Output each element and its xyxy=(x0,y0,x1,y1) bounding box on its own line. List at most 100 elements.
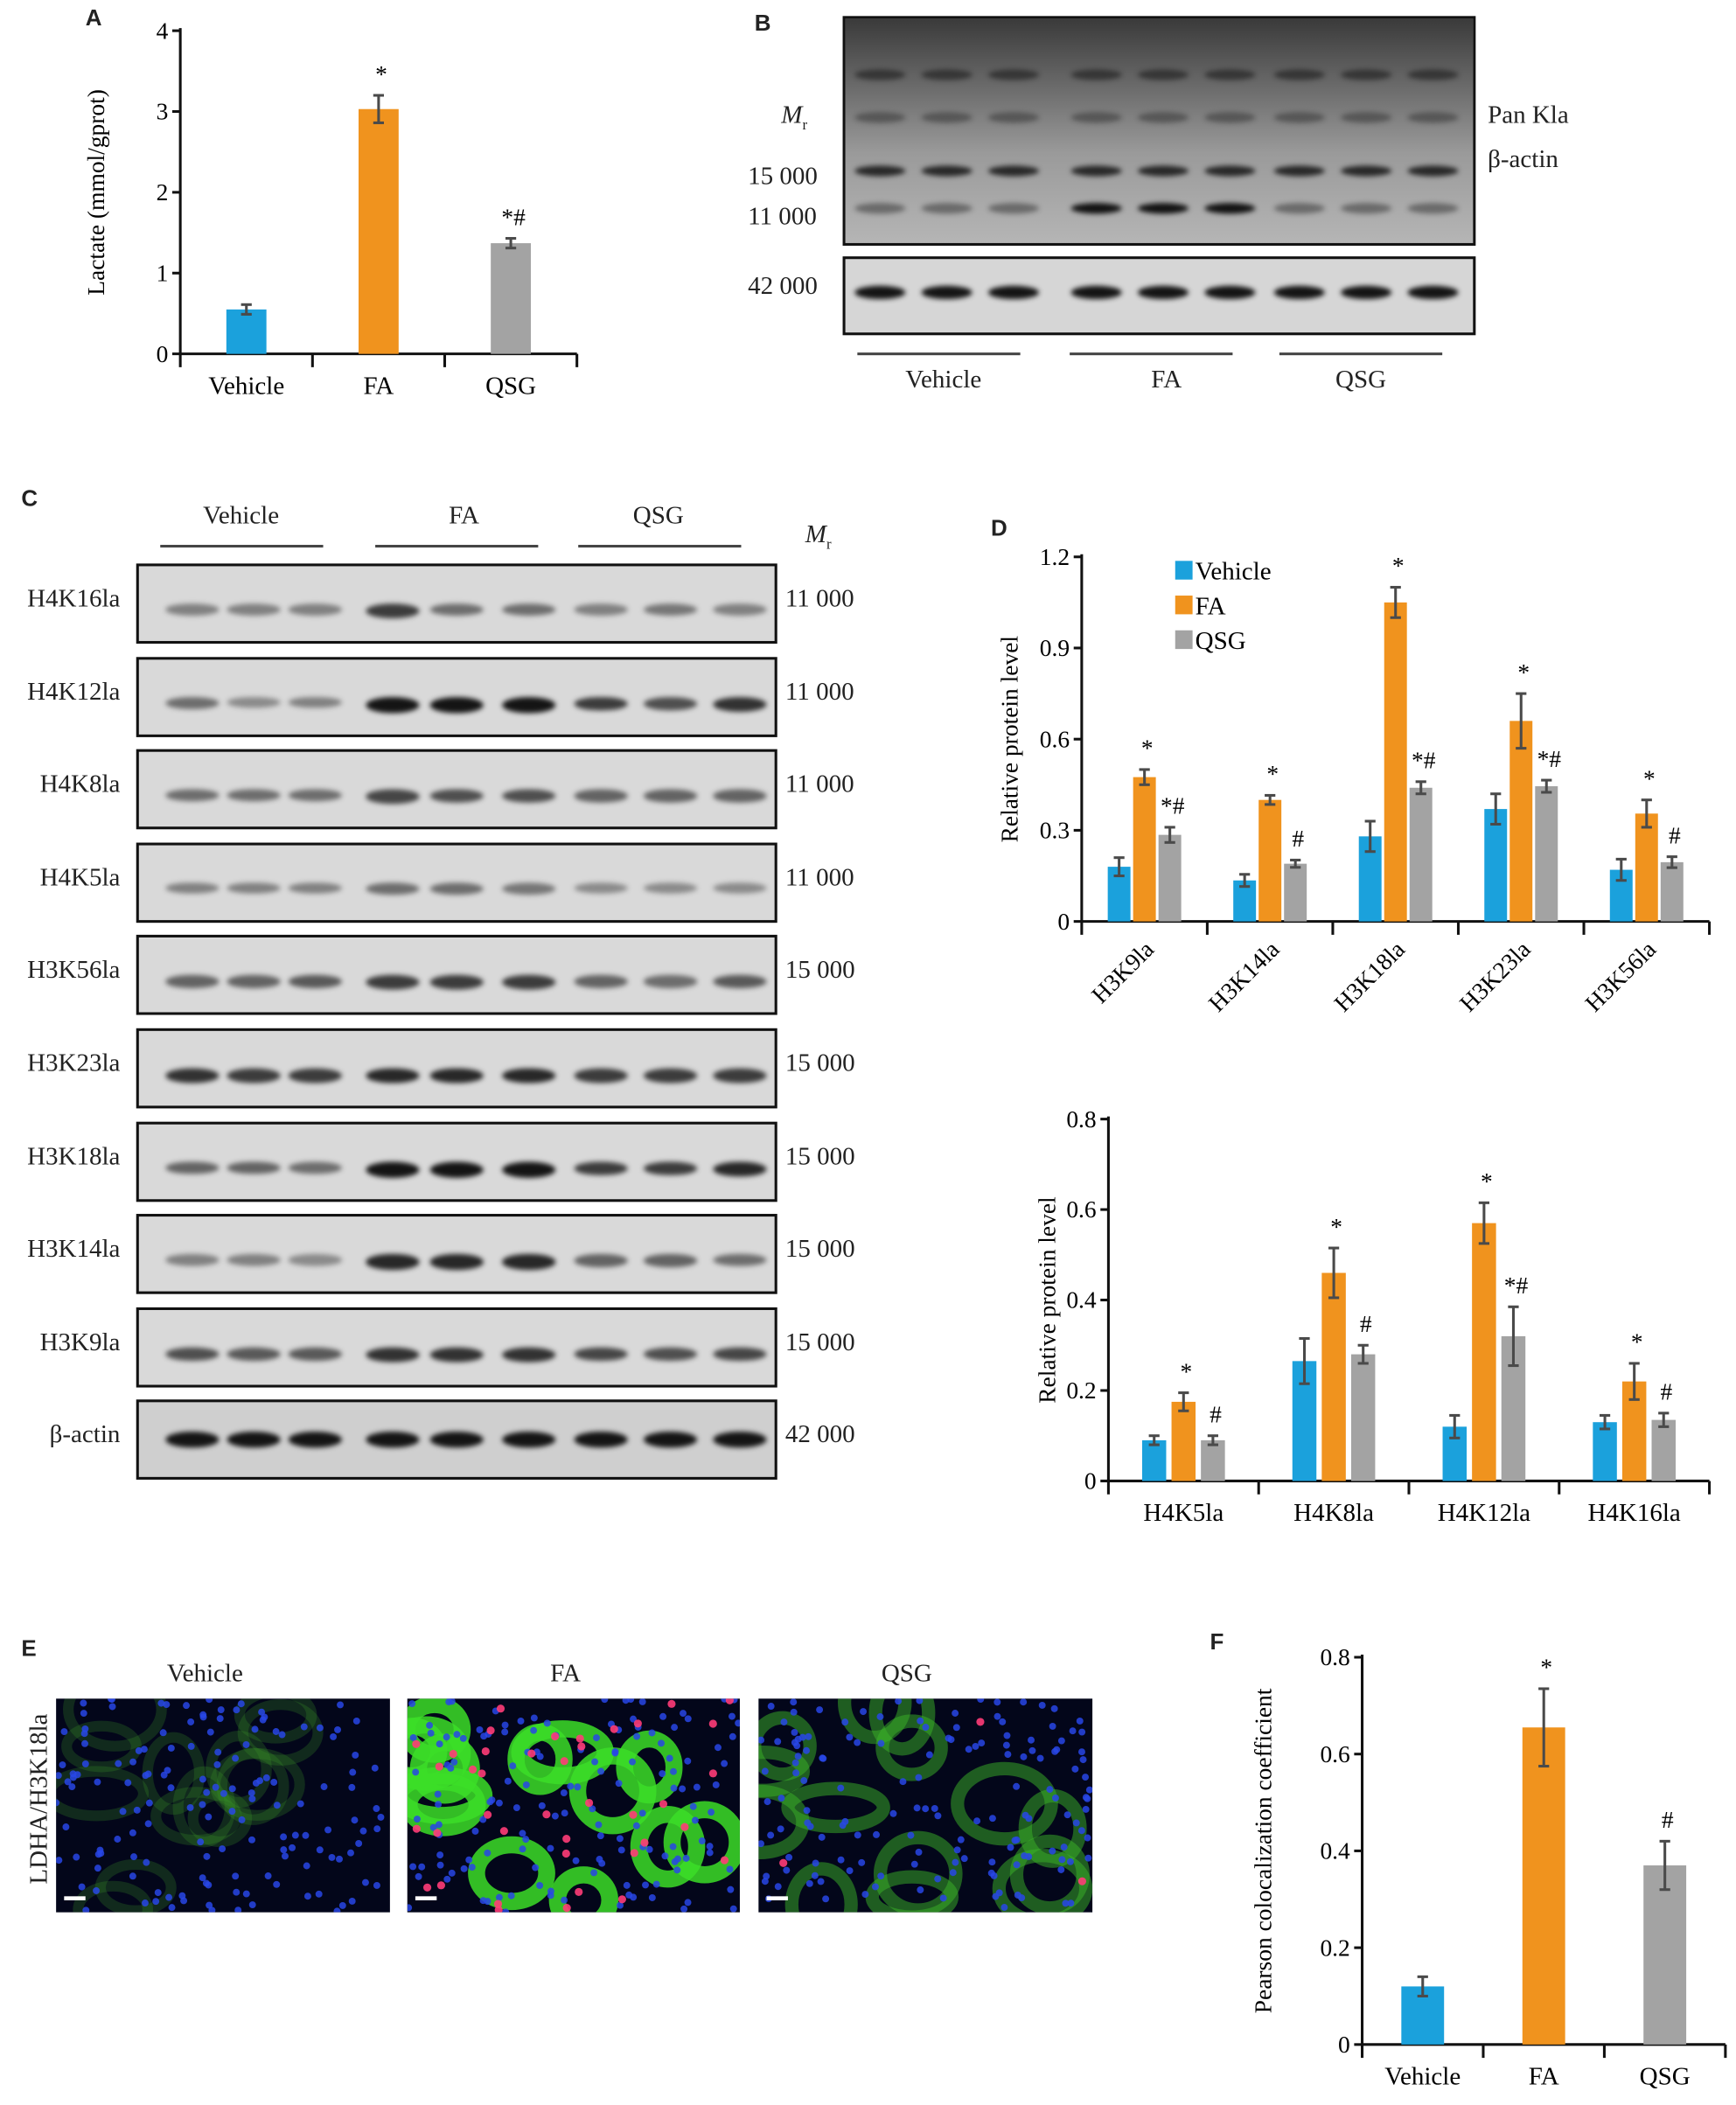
blot-row xyxy=(136,656,777,737)
label-beta-actin: β-actin xyxy=(1488,145,1558,174)
bar xyxy=(1201,1439,1225,1481)
y-tick-label: 0 xyxy=(157,341,169,367)
protein-band xyxy=(1204,203,1256,214)
marker-42000: 42 000 xyxy=(748,272,818,301)
protein-band xyxy=(165,1432,220,1448)
bar xyxy=(1158,834,1182,922)
protein-band xyxy=(288,603,342,616)
significance-mark: *# xyxy=(1504,1272,1529,1299)
protein-band xyxy=(1070,69,1122,80)
protein-band xyxy=(227,975,281,988)
protein-band xyxy=(288,1161,342,1174)
protein-band xyxy=(429,1432,484,1448)
significance-mark: * xyxy=(1330,1214,1342,1240)
protein-band xyxy=(987,285,1040,300)
image-title-vehicle: Vehicle xyxy=(166,1660,243,1689)
protein-band xyxy=(429,1254,484,1270)
protein-band xyxy=(713,1432,767,1448)
protein-band xyxy=(644,1068,698,1084)
y-axis-label: Relative protein level xyxy=(997,636,1023,843)
bar xyxy=(1141,1439,1167,1481)
significance-mark: * xyxy=(1392,553,1405,579)
protein-band xyxy=(987,203,1040,214)
legend-label: QSG xyxy=(1196,627,1246,655)
protein-band xyxy=(227,882,281,895)
protein-band xyxy=(1138,285,1189,300)
y-tick-label: 0.2 xyxy=(1320,1934,1349,1961)
significance-mark: * xyxy=(1631,1329,1643,1356)
marker-11000: 11 000 xyxy=(748,203,817,232)
protein-band xyxy=(1273,69,1325,80)
blot-row-mr: 42 000 xyxy=(784,1421,855,1450)
y-tick-label: 0 xyxy=(1084,1468,1097,1495)
y-axis-label: Lactate (mmol/gprot) xyxy=(83,89,109,296)
protein-band xyxy=(713,789,767,803)
blot-row-label: H3K14la xyxy=(27,1235,121,1264)
protein-band xyxy=(854,285,906,300)
label-pan-kla: Pan Kla xyxy=(1488,101,1569,130)
protein-band xyxy=(227,789,281,802)
protein-band xyxy=(1341,203,1392,214)
protein-band xyxy=(1138,112,1189,123)
protein-band xyxy=(854,69,906,80)
bar xyxy=(358,108,399,354)
mr-sub: r xyxy=(802,117,808,134)
protein-band xyxy=(1204,285,1256,300)
bar xyxy=(1384,602,1407,922)
marker-15000: 15 000 xyxy=(748,163,818,192)
protein-band xyxy=(288,1347,342,1361)
bar xyxy=(1651,1419,1677,1481)
protein-band xyxy=(502,603,556,617)
x-tick-label: FA xyxy=(1529,2063,1559,2091)
mr-label-c: Mr xyxy=(805,521,832,553)
y-tick-label: 0.4 xyxy=(1320,1838,1350,1865)
bar xyxy=(1660,861,1684,922)
protein-band xyxy=(574,1068,628,1084)
protein-band xyxy=(366,882,420,896)
image-title-qsg: QSG xyxy=(881,1660,932,1689)
protein-band xyxy=(1070,112,1122,123)
legend-label: Vehicle xyxy=(1196,558,1272,586)
protein-band xyxy=(288,1068,342,1084)
protein-band xyxy=(288,1432,342,1448)
x-tick-label: H4K12la xyxy=(1438,1499,1530,1527)
protein-band xyxy=(574,696,628,711)
blot-row xyxy=(136,563,777,645)
y-tick-label: 0.4 xyxy=(1066,1287,1097,1314)
image-title-fa: FA xyxy=(550,1660,582,1689)
protein-band xyxy=(502,1347,556,1363)
mr-text: M xyxy=(781,101,803,130)
protein-band xyxy=(1407,285,1459,300)
blot-row-mr: 15 000 xyxy=(784,1049,855,1078)
protein-band xyxy=(227,696,281,708)
blot-pan-kla xyxy=(842,16,1476,246)
protein-band xyxy=(288,696,342,708)
protein-band xyxy=(1138,165,1189,177)
protein-band xyxy=(165,1347,220,1361)
blot-row-label: H3K56la xyxy=(27,956,121,985)
blot-row-label: H3K23la xyxy=(27,1049,121,1078)
protein-band xyxy=(713,1068,767,1084)
y-tick-label: 0.3 xyxy=(1040,818,1070,844)
protein-band xyxy=(1407,69,1459,80)
protein-band xyxy=(429,975,484,990)
y-tick-label: 0 xyxy=(1057,909,1070,935)
bar xyxy=(1522,1727,1565,2045)
protein-band xyxy=(854,165,906,177)
blot-row xyxy=(136,1307,777,1388)
protein-band xyxy=(1341,165,1392,177)
protein-band xyxy=(574,1432,628,1448)
chart-d-h4-lactylation: 0 0.2 0.4 0.6 0.8 Relative protein level H4K5l… xyxy=(1034,1106,1712,1527)
protein-band xyxy=(288,975,342,989)
blot-row-mr: 11 000 xyxy=(784,678,854,707)
significance-mark: *# xyxy=(1412,748,1436,774)
protein-band xyxy=(227,1432,281,1448)
significance-mark: *# xyxy=(501,204,526,230)
protein-band xyxy=(1204,165,1256,177)
fluorescence-image-vehicle xyxy=(56,1698,390,1913)
protein-band xyxy=(429,696,484,713)
bar xyxy=(1509,721,1533,922)
protein-band xyxy=(1138,69,1189,80)
protein-band xyxy=(644,603,698,616)
